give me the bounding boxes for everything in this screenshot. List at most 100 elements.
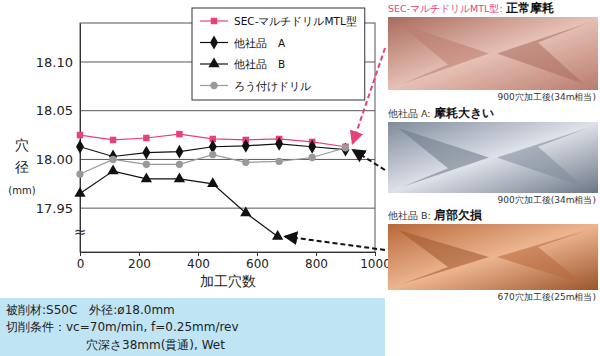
photo-caption: 900穴加工後(34m相当) [498, 195, 596, 205]
condition-text: 被削材:S50C 外径:ø18.0mm [6, 303, 175, 317]
grid-line [80, 159, 375, 160]
grid-line [80, 208, 375, 209]
condition-text: 切削条件：vc=70m/min, f=0.25mm/rev [6, 320, 239, 334]
photo-note: 肩部欠損 [433, 208, 482, 222]
y-tick-label: 17.95 [36, 201, 73, 216]
legend-marker [210, 82, 217, 89]
plot-area [74, 131, 349, 240]
data-point [107, 165, 118, 175]
legend: SEC-マルチドリルMTL型他社品 A 他社品 B ろう付けドリル [192, 8, 365, 100]
photo-caption: 900穴加工後(34m相当) [498, 92, 596, 102]
y-tick-label: 18.10 [36, 55, 73, 70]
y-axis-title-part: 穴 [15, 137, 29, 153]
data-point [242, 159, 249, 166]
data-point [109, 150, 117, 164]
x-axis: 0 200 400 600 800 1000 [77, 252, 391, 271]
x-tick-mark [316, 252, 317, 256]
data-point [143, 161, 150, 168]
photo-label: SEC-マルチドリルMTL型: [388, 3, 503, 14]
data-point [309, 154, 316, 161]
chart-svg: 被削材:S50C 外径:ø18.0mm 切削条件：vc=70m/min, f=0.… [0, 0, 600, 356]
x-tick: 200 [128, 252, 151, 271]
legend-marker [211, 18, 217, 24]
photo-image [388, 17, 598, 90]
legend-label: ろう付けドリル [234, 80, 311, 93]
data-point [207, 177, 218, 187]
x-tick-mark [139, 252, 140, 256]
x-tick-label: 400 [187, 257, 210, 271]
data-point [110, 137, 116, 143]
data-point [275, 137, 283, 151]
series-line [80, 171, 278, 236]
data-point [77, 132, 83, 138]
data-point [242, 139, 250, 153]
data-point [143, 135, 149, 141]
y-tick: 18.10 [36, 55, 80, 70]
photo-caption: 670穴加工後(25m相当) [498, 292, 596, 302]
x-tick-mark [257, 252, 258, 256]
series-line [80, 148, 346, 174]
legend-marker [210, 36, 218, 50]
conditions-box [0, 298, 385, 356]
x-tick-label: 0 [77, 257, 85, 271]
legend-label: SEC-マルチドリルMTL型 [234, 15, 357, 27]
data-point [240, 207, 251, 217]
grid-line [80, 110, 375, 111]
photo-detail [398, 230, 489, 284]
photo-note: 摩耗大きい [433, 106, 494, 120]
photo-image [388, 122, 598, 193]
data-point [176, 161, 183, 168]
data-point [76, 140, 84, 154]
y-axis-title-part: (mm) [8, 185, 35, 196]
photo [388, 17, 598, 90]
data-point [308, 140, 316, 154]
data-point [74, 187, 85, 197]
photo-label: 他社品 B: [388, 210, 431, 221]
photo-detail [497, 230, 588, 284]
photo-image [388, 224, 598, 290]
photo [388, 224, 598, 290]
y-tick: 17.95 [36, 201, 80, 216]
data-point [175, 145, 183, 159]
y-tick-label: 18.00 [36, 152, 73, 167]
annotation-arrow [353, 48, 386, 144]
condition-text: 穴深さ38mm(貫通), Wet [86, 338, 225, 352]
legend-marker [208, 57, 219, 67]
x-tick-label: 200 [128, 257, 151, 271]
data-point [342, 143, 350, 157]
photo-note: 正常摩耗 [505, 1, 554, 15]
annotation-arrow [285, 236, 385, 250]
data-point [141, 172, 152, 182]
data-point [272, 230, 283, 240]
x-tick-label: 600 [246, 257, 269, 271]
x-axis-title: 加工穴数 [200, 273, 256, 289]
legend-label: 他社品 B [234, 58, 285, 70]
data-point [275, 158, 282, 165]
x-axis-line [81, 253, 376, 257]
x-tick: 0 [77, 252, 85, 271]
x-tick-mark [80, 252, 81, 256]
annotation-arrow [353, 150, 386, 170]
legend-label: 他社品 A [234, 37, 286, 49]
y-axis-title-part: 径 [15, 159, 29, 175]
data-point [209, 151, 216, 158]
photo-detail [497, 128, 588, 187]
x-tick-mark [198, 252, 199, 256]
axis-break: ≈ [74, 223, 87, 241]
photo-detail [398, 23, 489, 84]
data-point [142, 146, 150, 160]
y-axis-title: 穴径 (mm) [8, 137, 35, 196]
photo [388, 122, 598, 193]
x-tick-label: 1000 [360, 257, 391, 271]
photo-detail [497, 23, 588, 84]
chart-container: 被削材:S50C 外径:ø18.0mm 切削条件：vc=70m/min, f=0.… [0, 0, 600, 356]
x-tick-mark [375, 252, 376, 256]
x-tick-label: 800 [305, 257, 328, 271]
photo-detail [398, 128, 489, 187]
y-axis: 17.95 18.00 18.05 18.10 [36, 24, 81, 253]
data-point [342, 144, 349, 151]
y-tick-label: 18.05 [36, 103, 73, 118]
data-point [76, 170, 83, 177]
data-point [109, 156, 116, 163]
data-point [176, 131, 182, 137]
